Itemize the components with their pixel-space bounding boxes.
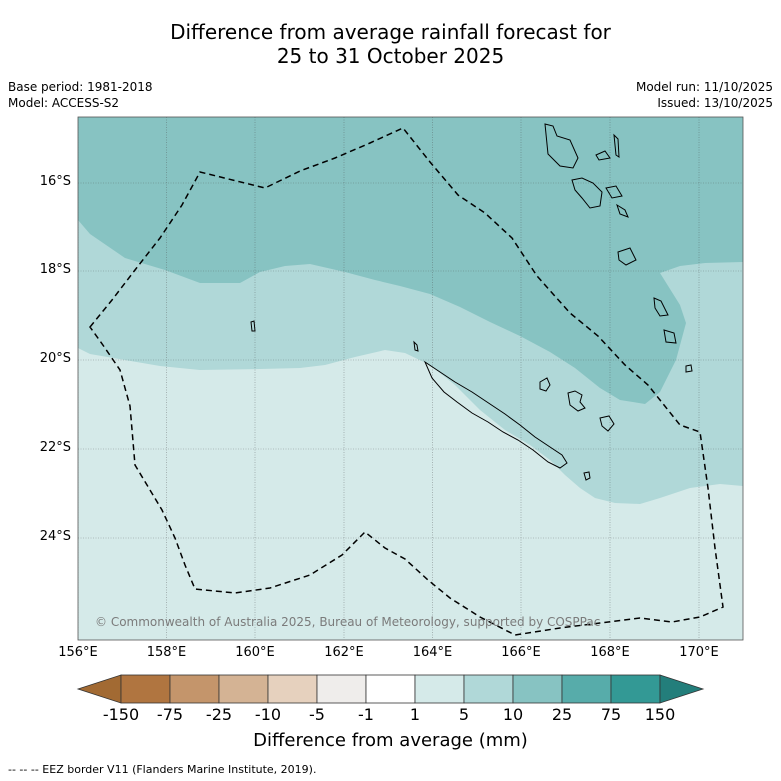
colorbar-tick: 75 — [600, 705, 622, 724]
colorbar-segment — [316, 674, 367, 704]
colorbar-tick: 10 — [502, 705, 524, 724]
colorbar-segment — [267, 674, 318, 704]
colorbar-segment — [120, 674, 171, 704]
rainfall-zone-10-to-25 — [78, 117, 743, 404]
colorbar-tick: -25 — [205, 705, 233, 724]
colorbar-title: Difference from average (mm) — [253, 730, 528, 751]
colorbar-tick: 150 — [644, 705, 676, 724]
loyalty-islands-coast — [567, 390, 586, 412]
colorbar-segment — [218, 674, 269, 704]
eez-border — [89, 127, 724, 636]
colorbar-tick: 5 — [458, 705, 470, 724]
colorbar-extend-high — [659, 674, 705, 704]
metadata-left: Base period: 1981-2018 Model: ACCESS-S2 — [8, 79, 153, 111]
lon-label: 170°E — [679, 645, 719, 660]
colorbar-tick: -10 — [254, 705, 282, 724]
lat-label: 24°S — [39, 529, 71, 544]
new-caledonia-coast — [423, 360, 568, 469]
colorbar-segment — [169, 674, 220, 704]
lat-label: 18°S — [39, 262, 71, 277]
title-line-1: Difference from average rainfall forecas… — [170, 20, 611, 44]
map-credit: © Commonwealth of Australia 2025, Bureau… — [95, 615, 600, 629]
colorbar-tick: -1 — [358, 705, 374, 724]
model-name: Model: ACCESS-S2 — [8, 96, 120, 110]
colorbar-segment — [365, 674, 416, 704]
colorbar-segment — [610, 674, 661, 704]
colorbar-tick: -75 — [156, 705, 184, 724]
lon-label: 164°E — [412, 645, 453, 660]
lat-label: 22°S — [39, 440, 71, 455]
colorbar-segment — [463, 674, 514, 704]
lat-label: 16°S — [39, 174, 71, 189]
colorbar-segment — [561, 674, 612, 704]
model-run: Model run: 11/10/2025 — [635, 80, 773, 94]
lon-label: 162°E — [324, 645, 364, 660]
lon-label: 156°E — [58, 645, 98, 660]
colorbar-tick: 1 — [409, 705, 421, 724]
colorbar-segment — [512, 674, 563, 704]
lon-label: 168°E — [590, 645, 630, 660]
lon-label: 166°E — [501, 645, 541, 660]
colorbar-tick: -5 — [309, 705, 325, 724]
colorbar-tick: -150 — [102, 705, 140, 724]
issued-date: Issued: 13/10/2025 — [657, 96, 773, 110]
title-line-2: 25 to 31 October 2025 — [276, 44, 505, 68]
colorbar-tick: 25 — [551, 705, 573, 724]
metadata-right: Model run: 11/10/2025 Issued: 13/10/2025 — [636, 79, 773, 111]
base-period: Base period: 1981-2018 — [8, 80, 153, 94]
map-frame — [77, 116, 744, 641]
eez-legend: -- -- -- EEZ border V11 (Flanders Marine… — [8, 763, 317, 776]
colorbar-segment — [414, 674, 465, 704]
lat-label: 20°S — [39, 351, 71, 366]
lon-label: 158°E — [146, 645, 187, 660]
colorbar-extend-low — [76, 674, 122, 704]
coastlines — [250, 123, 693, 481]
colorbar — [76, 674, 705, 704]
map-title: Difference from average rainfall forecas… — [0, 20, 781, 68]
lon-label: 160°E — [235, 645, 275, 660]
